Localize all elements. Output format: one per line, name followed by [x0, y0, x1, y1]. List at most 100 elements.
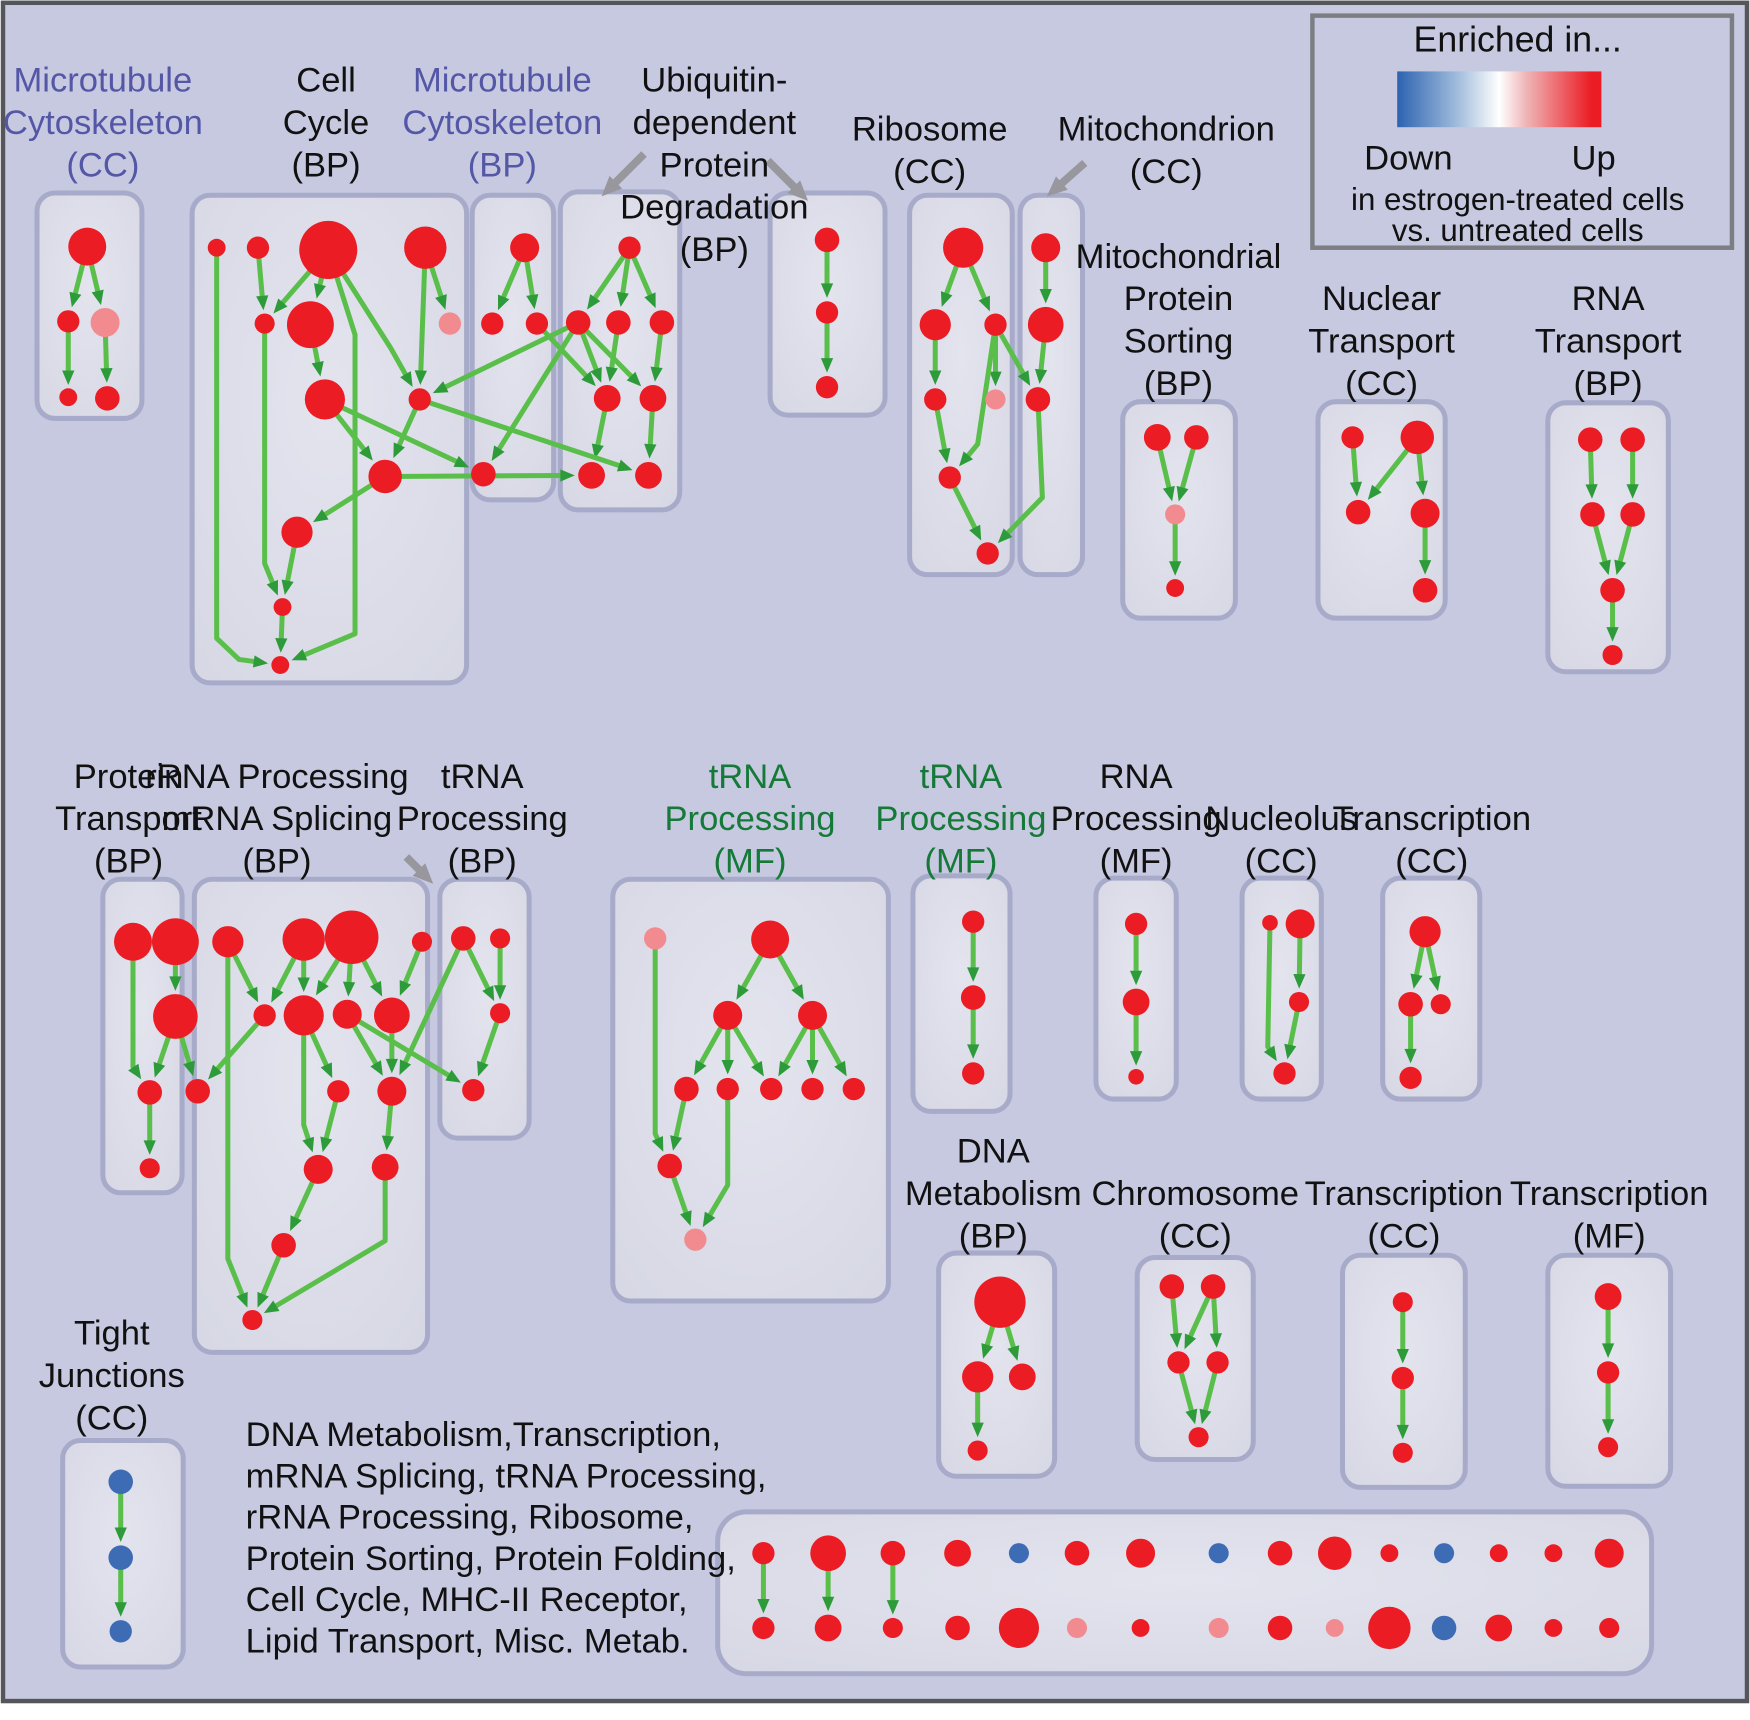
rrna-processing-mrna-splicing-node-q7	[332, 999, 362, 1029]
ribosome-cc-node-rb3	[984, 313, 1007, 336]
edge-arrowhead-icon	[453, 455, 470, 468]
transcription-cc-upper-node-tc2	[1398, 991, 1423, 1017]
rrna-processing-mrna-splicing-node-q9	[327, 1080, 350, 1103]
edge-arrowhead-icon	[670, 1135, 683, 1151]
protein-transport-bp-node-p1	[114, 922, 152, 961]
pair-5-top-node	[1008, 1543, 1029, 1564]
dna-metabolism-bp-label-line-0: DNA	[957, 1133, 1030, 1171]
cell-cycle-node-c3	[299, 220, 358, 279]
microtubule-cc-node-D	[59, 388, 78, 407]
microtubule-cc-node-E	[95, 386, 120, 411]
chromosome-cc-box	[1134, 1255, 1256, 1462]
ubiquitin-degradation-1-node-u2	[606, 310, 631, 335]
edge-arrowhead-icon	[435, 294, 447, 310]
edge-arrowhead-icon	[791, 984, 804, 1000]
pair-7-bottom-node	[1131, 1619, 1150, 1637]
legend-subtitle-2: vs. untreated cells	[1392, 213, 1644, 248]
nucleolus-cc-label-line-0: Nucleolus	[1205, 800, 1357, 838]
ribosome-cc-label-line-1: (CC)	[893, 153, 966, 191]
nuclear-transport-cc-node-nt3	[1345, 499, 1371, 525]
ribosome-cc-node-rb7	[976, 542, 999, 565]
edge-arrowhead-icon	[616, 291, 629, 308]
pair-10-bottom-node	[1325, 1619, 1344, 1637]
tight-junctions-cc-node-j1	[108, 1469, 133, 1495]
edge-arrowhead-icon	[1601, 1343, 1615, 1358]
edge-arrowhead-icon	[491, 445, 505, 461]
edge-arrowhead-icon	[252, 655, 269, 668]
label-pointer-arrowhead-icon	[787, 180, 809, 201]
protein-transport-bp-node-p4	[137, 1080, 162, 1105]
microtubule-bp-label-line-2: (BP)	[468, 146, 537, 184]
edge-arrowhead-icon	[1017, 370, 1031, 386]
rrna-processing-mrna-splicing-label-line-2: (BP)	[242, 843, 311, 881]
ubiquitin-degradation-1-label-line-3: Degradation	[620, 189, 808, 227]
pair-14-bottom-node	[1544, 1619, 1563, 1637]
microtubule-cc-node-B	[57, 310, 80, 333]
edge	[323, 397, 462, 466]
edge-arrowhead-icon	[820, 283, 834, 298]
microtubule-cc-node-A	[68, 227, 107, 266]
transcription-cc-lower-node-x3	[1392, 1442, 1413, 1463]
edge-arrowhead-icon	[967, 1044, 980, 1059]
mitochondrion-cc-node-m2	[1027, 306, 1064, 343]
transcription-cc-upper-node-tc4	[1399, 1066, 1422, 1090]
edge-arrowhead-icon	[393, 442, 405, 459]
chromosome-cc-node-ch2	[1200, 1274, 1226, 1299]
dna-metabolism-bp-label-line-1: Metabolism	[905, 1175, 1082, 1213]
edge	[130, 941, 138, 1073]
pair-10-top-node	[1317, 1536, 1352, 1570]
rna-processing-mf-node-k3	[1128, 1068, 1144, 1085]
edge-arrowhead-icon	[1396, 1349, 1409, 1364]
edge-arrowhead-icon	[971, 1422, 984, 1438]
edge-arrowhead-icon	[644, 292, 656, 309]
mitochondrion-cc-node-m3	[1025, 387, 1051, 412]
edge	[326, 248, 410, 380]
ubiquitin-degradation-2-node-v3	[815, 376, 839, 399]
edge-arrowhead-icon	[291, 649, 308, 661]
microtubule-bp-label-line-0: Microtubule	[413, 61, 592, 99]
layer-gray-arrows	[403, 151, 1088, 884]
cell-cycle-label-line-0: Cell	[296, 61, 356, 99]
edge	[262, 323, 277, 588]
edge	[225, 941, 247, 1300]
shared-terms-box	[715, 1509, 1655, 1677]
mitochondrial-protein-sorting-node-s3	[1165, 504, 1186, 525]
edge-arrowhead-icon	[1169, 1332, 1183, 1348]
rrna-processing-mrna-splicing-label-line-1: mRNA Splicing	[162, 800, 393, 838]
cell-cycle-node-c11	[281, 516, 313, 548]
mitochondrial-protein-sorting-label-line-3: (BP)	[1144, 365, 1213, 403]
cell-cycle-node-c13	[271, 656, 290, 674]
transcription-cc-lower-label-line-1: (CC)	[1367, 1217, 1440, 1255]
trna-processing-bp-node-tb2	[490, 928, 511, 949]
ubiquitin-degradation-1-label-line-0: Ubiquitin-	[641, 61, 787, 99]
edge-arrowhead-icon	[1034, 368, 1048, 384]
edge-arrowhead-icon	[929, 370, 942, 385]
edge-arrowhead-icon	[1601, 1419, 1615, 1434]
edge	[963, 324, 998, 461]
mitochondrial-protein-sorting-label-line-2: Sorting	[1124, 323, 1234, 361]
pair-12-bottom-node	[1431, 1615, 1457, 1641]
microtubule-cc-label-line-1: Cytoskeleton	[3, 104, 203, 142]
rna-transport-bp-node-rt1	[1577, 427, 1603, 452]
label-pointer-arrow-icon	[608, 151, 647, 190]
edge-arrowhead-icon	[1209, 1333, 1222, 1348]
pair-9-top-node	[1267, 1540, 1293, 1566]
rrna-processing-mrna-splicing-node-qA2	[371, 1153, 399, 1181]
dna-metabolism-bp-node-d2	[962, 1361, 994, 1393]
trna-processing-mf-1-node-g4	[798, 1000, 828, 1030]
ribosome-cc-node-rb5	[985, 389, 1006, 410]
pair-14-top-node	[1544, 1544, 1563, 1563]
note-line-4: Cell Cycle, MHC-II Receptor,	[246, 1581, 688, 1619]
edge-arrowhead-icon	[969, 524, 982, 541]
nuclear-transport-cc-box	[1315, 399, 1448, 621]
edge-arrowhead-icon	[1349, 481, 1363, 497]
pair-4-top-node	[944, 1539, 971, 1567]
trna-processing-mf-1-node-g10	[657, 1153, 682, 1179]
edge-arrowhead-icon	[236, 1291, 248, 1308]
ubiquitin-degradation-1-node-u6	[578, 461, 605, 489]
pair-7-top-node	[1126, 1538, 1156, 1568]
edge-arrowhead-icon	[385, 1058, 398, 1074]
edge	[345, 1012, 454, 1080]
pair-11-bottom-node	[1368, 1606, 1411, 1650]
pair-5-bottom-node	[998, 1607, 1040, 1649]
